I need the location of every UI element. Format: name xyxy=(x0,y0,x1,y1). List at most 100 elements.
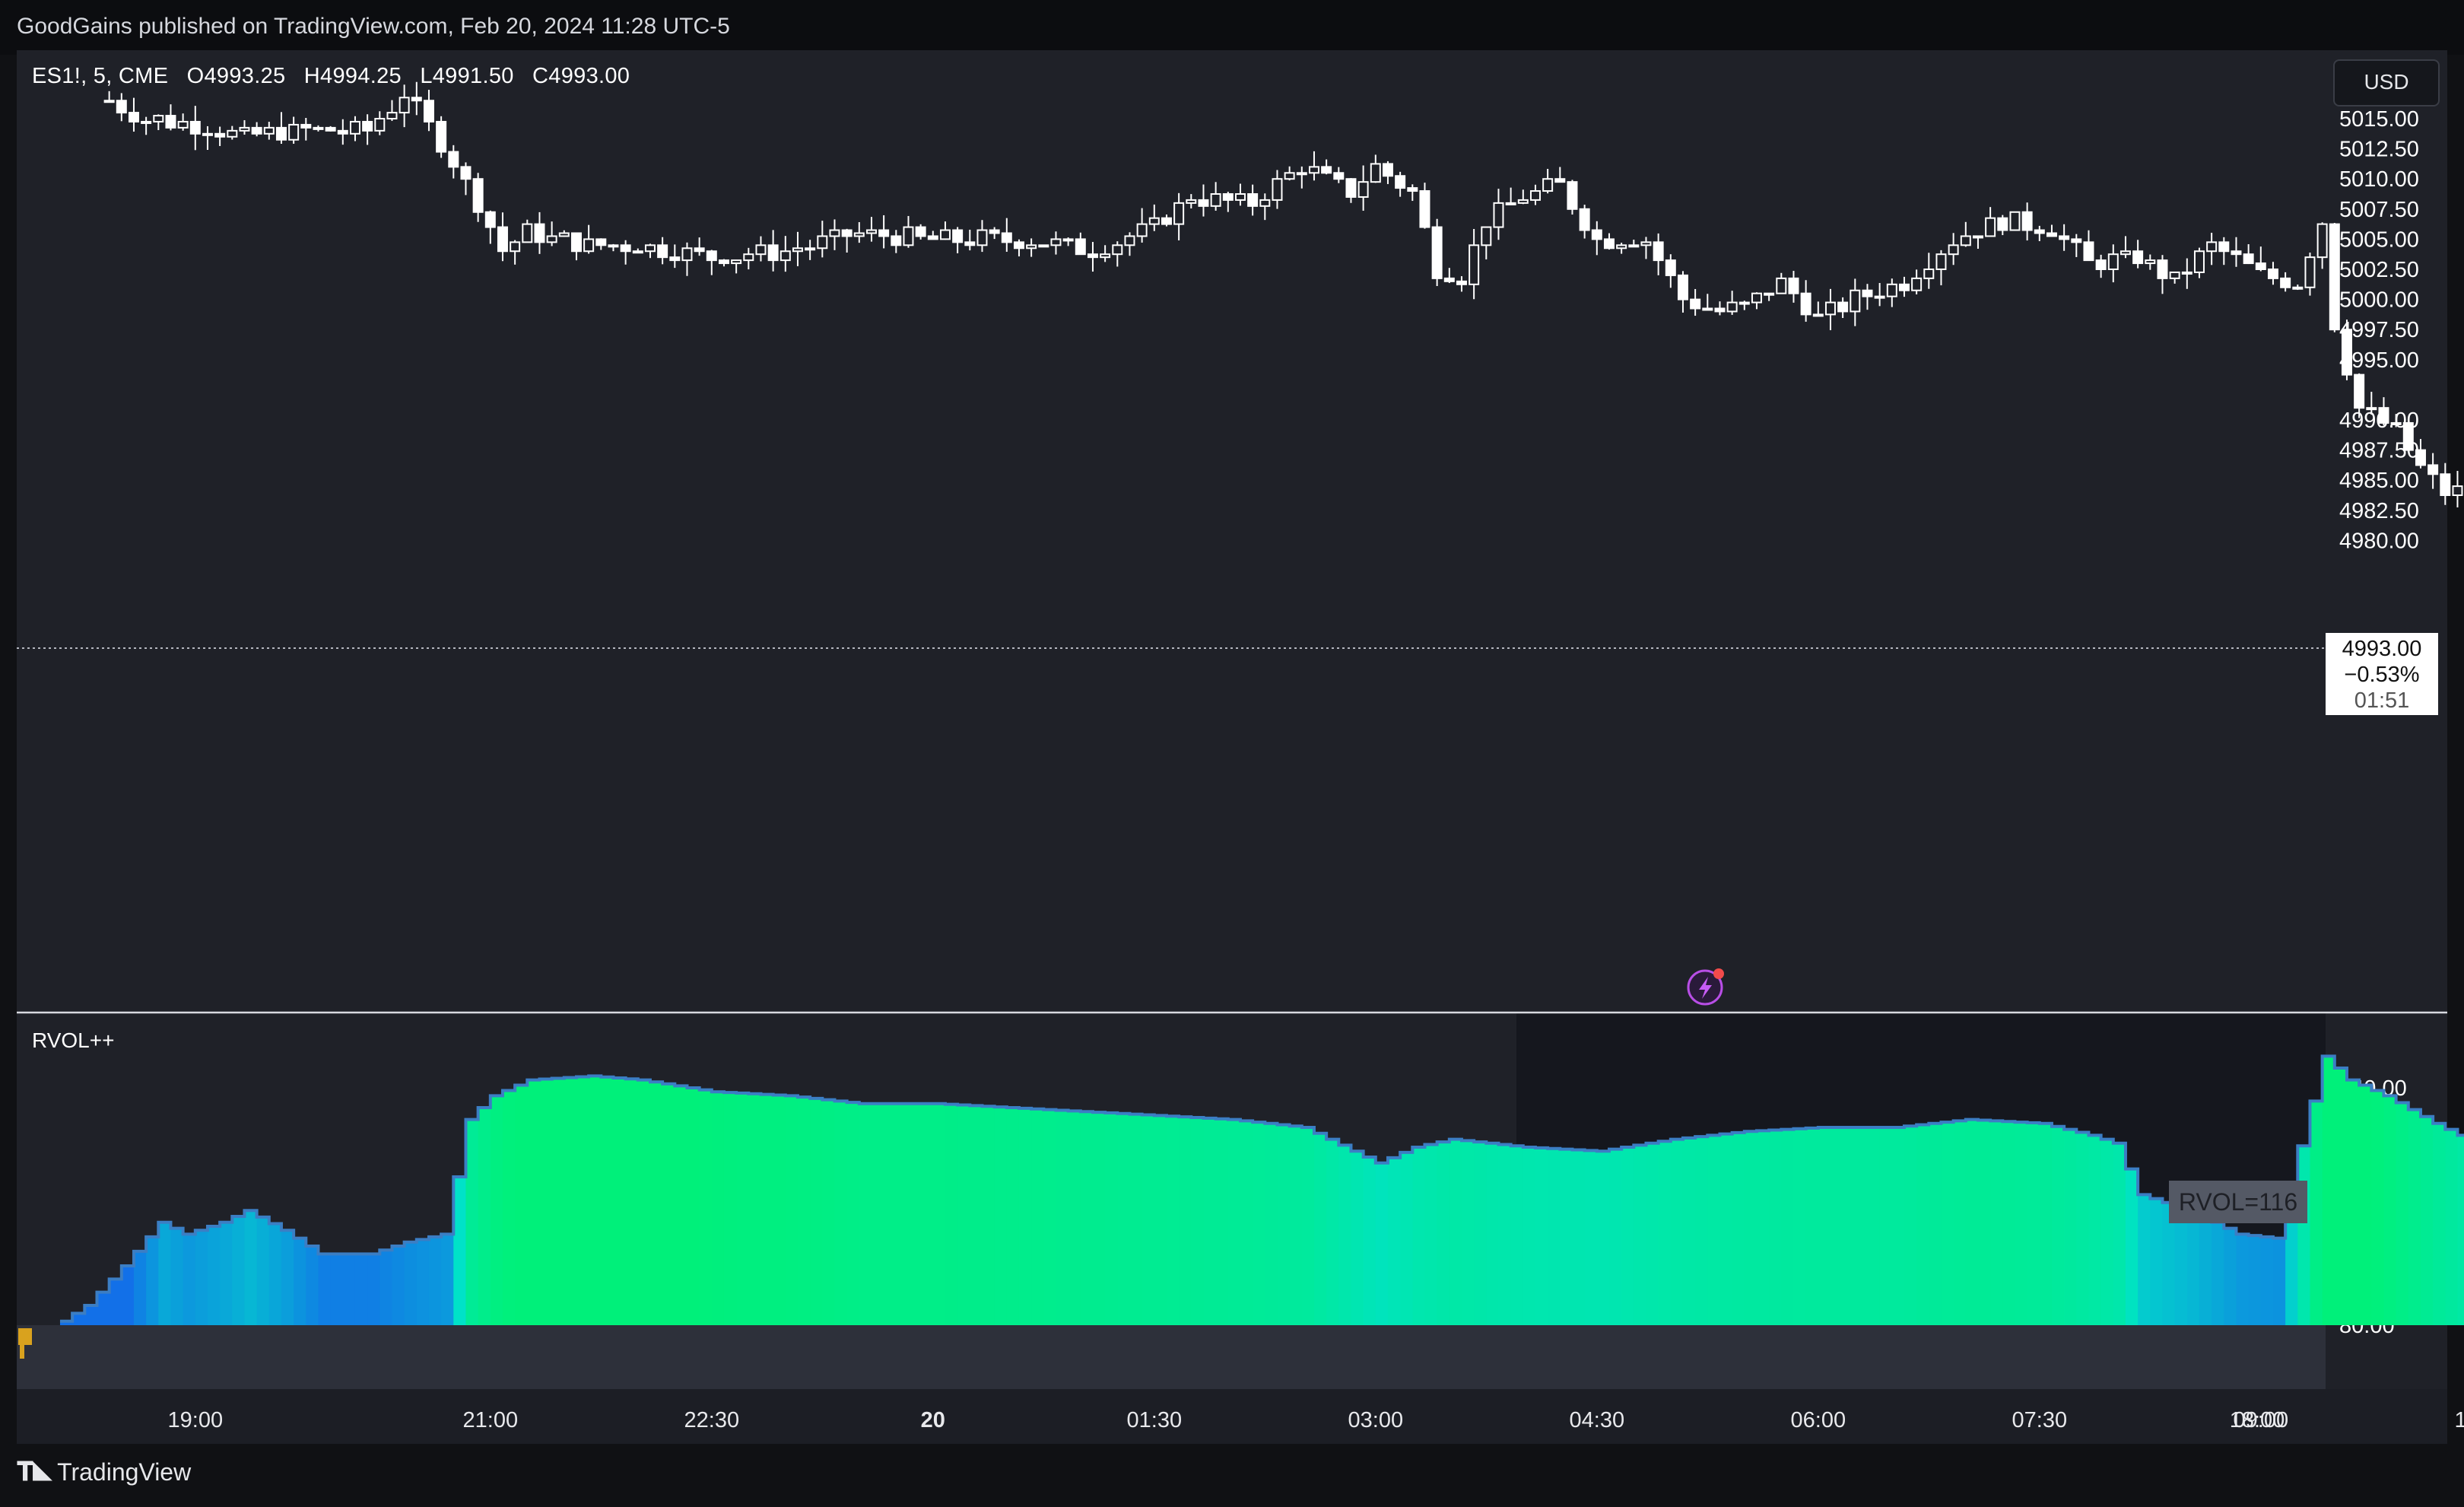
candle xyxy=(657,237,668,265)
rvol-bar xyxy=(2064,1129,2077,1325)
rvol-bar xyxy=(84,1305,98,1325)
rvol-bar xyxy=(1916,1124,1929,1325)
candle xyxy=(1677,271,1688,313)
rvol-bar xyxy=(2408,1109,2421,1325)
candle xyxy=(1050,231,1062,255)
rvol-bar xyxy=(2248,1235,2262,1325)
candle xyxy=(2440,463,2451,505)
candle xyxy=(620,240,631,265)
rvol-bar xyxy=(109,1279,122,1325)
candle xyxy=(2341,320,2352,380)
rvol-bar xyxy=(1080,1111,1094,1325)
rvol-bar xyxy=(1191,1118,1205,1325)
candle xyxy=(1173,192,1185,240)
candle xyxy=(1481,226,1492,259)
candle xyxy=(1764,292,1775,301)
rvol-bar xyxy=(1953,1121,1967,1325)
rvol-bar xyxy=(1560,1149,1573,1325)
candle xyxy=(1407,184,1418,202)
rvol-bar xyxy=(527,1079,541,1325)
candle xyxy=(239,119,250,135)
candle xyxy=(546,221,557,246)
rvol-bar xyxy=(2371,1090,2385,1325)
candle xyxy=(989,227,1000,240)
candle xyxy=(1001,218,1012,252)
rvol-bar xyxy=(1634,1145,1647,1325)
rvol-bar xyxy=(1904,1126,1917,1325)
time-tick-label: 06:00 xyxy=(1791,1408,1846,1432)
candle xyxy=(1776,272,1787,294)
rvol-bar xyxy=(281,1230,294,1325)
candle xyxy=(2267,262,2278,285)
candle xyxy=(263,122,275,140)
candle xyxy=(2304,253,2316,296)
rvol-bar xyxy=(970,1105,983,1325)
rvol-bar xyxy=(1769,1130,1782,1325)
candle xyxy=(448,145,459,179)
candle xyxy=(1272,170,1283,209)
rvol-baseline-band xyxy=(17,1325,2326,1389)
candle xyxy=(1075,232,1086,256)
rvol-bar xyxy=(256,1216,270,1325)
rvol-bar xyxy=(1449,1139,1462,1325)
rvol-bar xyxy=(1572,1149,1586,1325)
candle xyxy=(1972,235,1983,249)
candle xyxy=(1960,221,1971,247)
candle xyxy=(1886,278,1897,307)
rvol-bar xyxy=(675,1086,688,1325)
candle xyxy=(743,247,754,270)
candle xyxy=(903,215,914,248)
candle xyxy=(1997,215,2008,236)
candle xyxy=(1136,208,1148,243)
rvol-bar xyxy=(2113,1143,2126,1325)
rvol-bar xyxy=(564,1077,577,1325)
rvol-bar xyxy=(294,1238,306,1325)
rvol-bar xyxy=(2260,1236,2274,1325)
rvol-bar xyxy=(183,1234,196,1325)
rvol-indicator-title[interactable]: RVOL++ xyxy=(32,1029,115,1052)
last-price-tag: 4993.00 −0.53% 01:51 xyxy=(2326,633,2438,715)
candle xyxy=(2402,421,2414,453)
candle xyxy=(2329,223,2340,332)
ohlc-legend[interactable]: ES1!, 5, CME O4993.25 H4994.25 L4991.50 … xyxy=(32,64,642,89)
time-axis[interactable] xyxy=(17,1389,2447,1444)
candle xyxy=(1616,243,1627,254)
candle xyxy=(386,100,398,121)
candle xyxy=(1542,168,1554,194)
currency-button[interactable]: USD xyxy=(2333,59,2440,107)
footer-brand[interactable]: 𝐓◣ TradingView xyxy=(17,1458,191,1487)
candle xyxy=(1567,180,1578,215)
candle xyxy=(1469,229,1480,300)
rvol-bar xyxy=(1253,1122,1265,1325)
rvol-bar xyxy=(1646,1143,1659,1325)
candle xyxy=(2083,230,2094,262)
symbol-label[interactable]: ES1!, 5, CME xyxy=(32,64,169,88)
rvol-bar xyxy=(268,1223,282,1325)
rvol-bar xyxy=(121,1266,135,1325)
price-tick-label: 5015.00 xyxy=(2339,107,2419,132)
candle xyxy=(1419,183,1430,229)
lightning-alert-icon[interactable] xyxy=(1687,968,1724,1006)
rvol-bar xyxy=(1006,1108,1020,1325)
candle xyxy=(2415,439,2426,469)
candle xyxy=(1788,271,1799,303)
rvol-bar xyxy=(1092,1112,1106,1325)
candle xyxy=(2206,232,2218,265)
candle xyxy=(1837,297,1849,319)
candle xyxy=(1690,288,1701,316)
candle xyxy=(939,221,951,240)
rvol-bar xyxy=(2138,1194,2151,1325)
top-bar: GoodGains published on TradingView.com, … xyxy=(0,0,2464,55)
rvol-bar xyxy=(404,1242,418,1325)
rvol-bar xyxy=(1793,1128,1807,1325)
candle xyxy=(841,228,853,253)
candle xyxy=(1321,159,1332,175)
candle xyxy=(780,236,791,272)
candle xyxy=(1628,240,1640,248)
price-tick-label: 4985.00 xyxy=(2339,469,2419,493)
rvol-bar xyxy=(146,1236,159,1325)
rvol-bar xyxy=(576,1076,589,1325)
rvol-bar xyxy=(2174,1207,2188,1325)
